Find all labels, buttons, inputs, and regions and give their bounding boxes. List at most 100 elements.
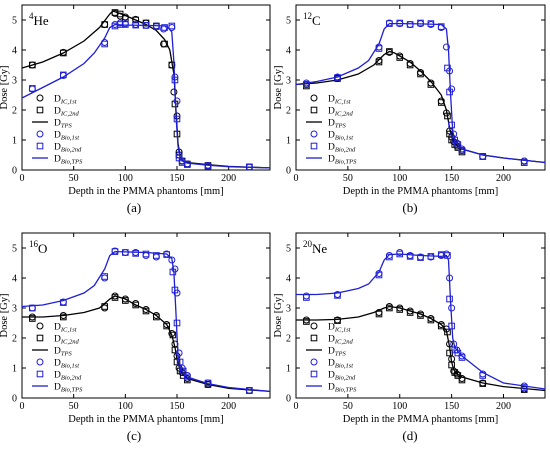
data-point xyxy=(446,295,453,303)
y-tick-label: 4 xyxy=(286,46,291,57)
series-bio-tps xyxy=(295,22,546,164)
data-point xyxy=(142,250,150,258)
legend-entry: DBio,2nd xyxy=(54,143,82,154)
legend-entry-subscript: Bio,2nd xyxy=(61,147,82,154)
legend: DIC,1stDIC,2ndDTPSDBio,1stDBio,2ndDBio,T… xyxy=(32,322,83,394)
legend-entry-base: D xyxy=(328,119,335,129)
panel-label: (b) xyxy=(402,200,417,215)
legend-entry-base: D xyxy=(328,335,335,345)
legend-entry: DBio,2nd xyxy=(54,371,82,382)
data-point xyxy=(437,322,445,330)
y-tick-label: 2 xyxy=(286,334,291,345)
legend-swatch xyxy=(310,106,318,114)
legend-entry-base: D xyxy=(328,371,335,381)
data-point xyxy=(454,349,462,357)
legend-swatch xyxy=(36,130,44,138)
y-tick-label: 0 xyxy=(286,394,291,405)
legend-entry: DIC,1st xyxy=(54,95,77,106)
legend-entry-base: D xyxy=(54,95,61,105)
y-tick-label: 5 xyxy=(286,244,291,255)
ion-label: 16O xyxy=(29,239,47,256)
legend-entry: DIC,2nd xyxy=(328,335,354,346)
series-line xyxy=(295,22,546,164)
legend-entry: DBio,1st xyxy=(54,359,79,370)
chart-panel-1: 0 50 100 150 200 0 1 2 3 4 5 Depth in the PMMA phan… xyxy=(0,4,271,215)
legend-swatch xyxy=(310,94,318,102)
ion-label: 12C xyxy=(303,11,321,28)
legend-entry-subscript: IC,1st xyxy=(60,99,77,106)
data-point xyxy=(458,147,466,154)
series-bio-tps xyxy=(21,23,271,169)
y-tick-label: 5 xyxy=(12,244,17,255)
data-point xyxy=(173,97,181,105)
legend-swatch xyxy=(36,358,44,366)
data-point xyxy=(132,301,139,309)
legend-entry-base: D xyxy=(328,347,335,357)
legend-entry-subscript: Bio,1st xyxy=(61,135,79,142)
x-tick-label: 200 xyxy=(496,173,511,184)
legend-entry-base: D xyxy=(54,383,61,393)
x-tick-label: 150 xyxy=(170,173,185,184)
x-tick-label: 0 xyxy=(294,173,299,184)
legend-entry: DBio,TPS xyxy=(328,155,357,166)
chart-panel-4: 0 50 100 150 200 0 1 2 3 4 5 Depth in the PMMA phan… xyxy=(273,232,546,443)
legend-entry-base: D xyxy=(328,95,335,105)
legend-swatch xyxy=(36,94,44,102)
legend-entry: DTPS xyxy=(328,119,346,130)
legend-entry: DIC,2nd xyxy=(328,107,354,118)
data-point xyxy=(184,161,191,168)
legend-entry: DBio,2nd xyxy=(328,143,356,154)
legend-entry-subscript: IC,1st xyxy=(334,99,351,106)
y-tick-label: 0 xyxy=(12,166,17,177)
legend-entry: DBio,TPS xyxy=(54,383,83,394)
legend-entry-subscript: IC,2nd xyxy=(60,111,80,118)
legend-entry-base: D xyxy=(328,143,335,153)
y-tick-label: 1 xyxy=(286,136,291,147)
legend-entry: DBio,1st xyxy=(328,359,353,370)
ion-symbol: He xyxy=(34,13,49,28)
data-point xyxy=(444,64,451,72)
legend-swatch xyxy=(310,142,318,150)
legend-entry-base: D xyxy=(328,383,335,393)
legend-entry-subscript: Bio,2nd xyxy=(335,147,356,154)
legend-entry: DTPS xyxy=(54,347,72,358)
x-tick-label: 50 xyxy=(343,173,353,184)
legend-entry-base: D xyxy=(54,371,61,381)
data-point xyxy=(168,22,176,30)
legend-entry-base: D xyxy=(328,323,335,333)
legend-entry-subscript: IC,2nd xyxy=(60,339,80,346)
panel-label: (d) xyxy=(402,428,417,443)
series-line xyxy=(21,250,271,393)
legend-entry: DBio,TPS xyxy=(328,383,357,394)
panel-label: (a) xyxy=(127,200,141,215)
y-tick-label: 2 xyxy=(12,106,17,117)
series-bio-1st xyxy=(28,247,253,394)
ion-symbol: C xyxy=(312,13,321,28)
legend-swatch xyxy=(310,130,318,138)
data-point xyxy=(142,252,150,259)
y-axis-label: Dose [Gy] xyxy=(273,293,284,337)
data-point xyxy=(386,304,393,312)
data-point xyxy=(153,313,160,321)
legend-entry-base: D xyxy=(54,107,61,117)
legend-entry-base: D xyxy=(54,347,61,357)
ion-mass-number: 4 xyxy=(29,11,34,21)
series-bio-tps xyxy=(21,250,271,393)
y-tick-label: 5 xyxy=(12,16,17,27)
data-point xyxy=(417,254,424,261)
y-axis-label: Dose [Gy] xyxy=(0,65,10,109)
data-point xyxy=(163,251,170,258)
legend-swatch xyxy=(36,334,44,342)
data-point xyxy=(101,273,108,280)
x-tick-label: 150 xyxy=(170,401,185,412)
data-point xyxy=(520,384,528,391)
data-point xyxy=(153,23,160,30)
legend-swatch xyxy=(36,322,44,330)
y-tick-label: 2 xyxy=(12,334,17,345)
legend-entry-base: D xyxy=(328,107,335,117)
data-point xyxy=(406,21,414,28)
data-point xyxy=(406,253,414,260)
data-point xyxy=(437,251,445,258)
data-point xyxy=(132,16,139,24)
